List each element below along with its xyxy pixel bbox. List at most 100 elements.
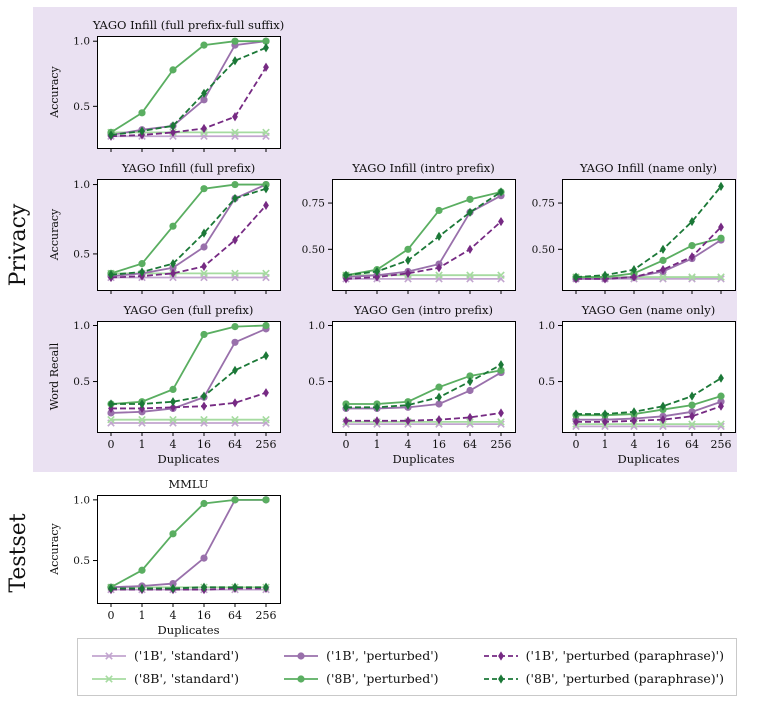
marker-diamond (170, 583, 176, 594)
marker-diamond (232, 112, 238, 122)
marker-x (107, 415, 115, 424)
marker-diamond (374, 402, 380, 412)
y-tick-label: 1.0 (73, 179, 90, 191)
marker-diamond (602, 409, 608, 419)
x-tick-label: 0 (108, 438, 115, 451)
x-tick-label: 1 (139, 609, 146, 622)
x-tick-label: 16 (197, 609, 211, 622)
legend-item-s8b_standard: ('8B', 'standard') (90, 671, 239, 686)
panel-xlabel: Duplicates (158, 623, 220, 637)
marker-diamond (573, 272, 579, 282)
marker-diamond (631, 416, 637, 426)
marker-diamond (232, 193, 238, 204)
marker-diamond (263, 582, 269, 592)
x-tick-label: 16 (656, 438, 670, 451)
panel-gen_full_prefix: YAGO Gen (full prefix) Word Recall 0.5 1.0 0… (48, 303, 281, 466)
marker-diamond (108, 270, 114, 280)
marker-circle (138, 109, 146, 117)
marker-diamond (343, 416, 349, 426)
marker-diamond (436, 392, 442, 402)
series-line-s8b_perturbed (110, 498, 266, 589)
marker-circle (200, 185, 208, 193)
marker-diamond (232, 235, 238, 245)
marker-diamond (201, 228, 207, 238)
marker-diamond (263, 200, 269, 210)
marker-diamond (405, 255, 411, 265)
panel-title: YAGO Infill (full prefix) (121, 161, 255, 175)
panel-infill_full_prefix: YAGO Infill (full prefix) Accuracy 0.5 1.0 (48, 161, 281, 294)
marker-diamond (139, 267, 145, 277)
marker-diamond (170, 397, 176, 407)
marker-diamond (108, 130, 114, 140)
axes-frame (97, 495, 281, 604)
marker-diamond (170, 259, 176, 269)
legend-item-s8b_perturbed: ('8B', 'perturbed') (282, 671, 439, 686)
series-line-s8b_perturbed (110, 324, 267, 405)
legend-label: ('1B', 'standard') (134, 648, 239, 663)
panel-xlabel: Duplicates (393, 452, 455, 466)
panel-infill_name_only: YAGO Infill (name only) 0.50 0.75 (532, 161, 736, 294)
legend-sample-s8b_paraphrase (483, 673, 518, 684)
legend-item-s1b_perturbed: ('1B', 'perturbed') (282, 648, 439, 663)
series-line-s1b_perturbed (110, 40, 267, 136)
series-line-s1b_paraphrase (346, 412, 502, 422)
panel-title: YAGO Gen (name only) (581, 303, 715, 317)
marker-diamond (602, 270, 608, 280)
legend-sample-s1b_paraphrase (483, 650, 518, 661)
marker-circle (262, 496, 270, 504)
marker-circle (717, 234, 725, 242)
marker-x (688, 273, 696, 281)
y-tick-label: 0.75 (532, 198, 555, 210)
marker-circle (138, 566, 146, 574)
marker-x (497, 418, 505, 426)
y-tick-label: 0.5 (73, 555, 90, 567)
marker-diamond (232, 365, 238, 375)
marker-diamond (467, 412, 473, 423)
x-tick-label: 16 (432, 438, 446, 451)
panel-gen_intro_prefix: YAGO Gen (intro prefix) 0.5 1.0 0 1 4 16 64 256 D… (308, 303, 516, 466)
legend: ('1B', 'standard') ('8B', 'standard') ('1B… (77, 638, 737, 696)
y-tick-label: 1.0 (73, 36, 90, 48)
marker-circle (169, 222, 177, 230)
marker-diamond (573, 417, 579, 427)
series-line-s8b_perturbed (576, 237, 722, 278)
legend-label: ('8B', 'standard') (134, 671, 239, 686)
marker-diamond (405, 268, 411, 278)
marker-diamond (660, 415, 666, 425)
series-line-s8b_perturbed (110, 40, 266, 134)
x-tick-label: 4 (631, 438, 638, 451)
panel-infill_full_prefix_full_suffix: YAGO Infill (full prefix-full suffix) Acc… (48, 18, 284, 152)
marker-x (466, 271, 474, 279)
marker-circle (200, 243, 208, 251)
marker-x (497, 271, 505, 279)
x-tick-label: 0 (573, 438, 580, 451)
marker-diamond (631, 265, 637, 275)
panel-mmlu: MMLU Accuracy 0.5 1.0 0 1 4 16 64 256 Duplicates (48, 477, 281, 637)
series-line-s8b_paraphrase (110, 187, 267, 276)
marker-diamond (467, 207, 473, 217)
x-tick-label: 256 (711, 438, 732, 451)
panel-ylabel: Accuracy (48, 522, 61, 575)
marker-x (262, 269, 270, 278)
marker-circle (435, 206, 443, 215)
marker-diamond (498, 216, 504, 227)
legend-sample-s8b_standard (92, 674, 126, 683)
axes-frame (332, 321, 516, 433)
y-tick-label: 0.5 (538, 376, 555, 388)
legend-label: ('1B', 'perturbed') (326, 648, 439, 663)
x-tick-label: 0 (343, 438, 350, 451)
legend-sample-s1b_perturbed (284, 651, 319, 660)
marker-circle (435, 400, 443, 408)
x-tick-label: 1 (602, 438, 609, 451)
marker-diamond (170, 268, 176, 278)
marker-diamond (689, 391, 695, 401)
marker-diamond (201, 261, 207, 272)
y-tick-label: 0.50 (532, 244, 555, 256)
marker-diamond (263, 184, 269, 194)
series-line-s8b_perturbed (345, 191, 502, 277)
legend-sample-s8b_perturbed (284, 674, 319, 683)
marker-diamond (498, 187, 504, 197)
marker-circle (169, 385, 177, 393)
legend-label: ('1B', 'perturbed (paraphrase)') (525, 648, 724, 663)
